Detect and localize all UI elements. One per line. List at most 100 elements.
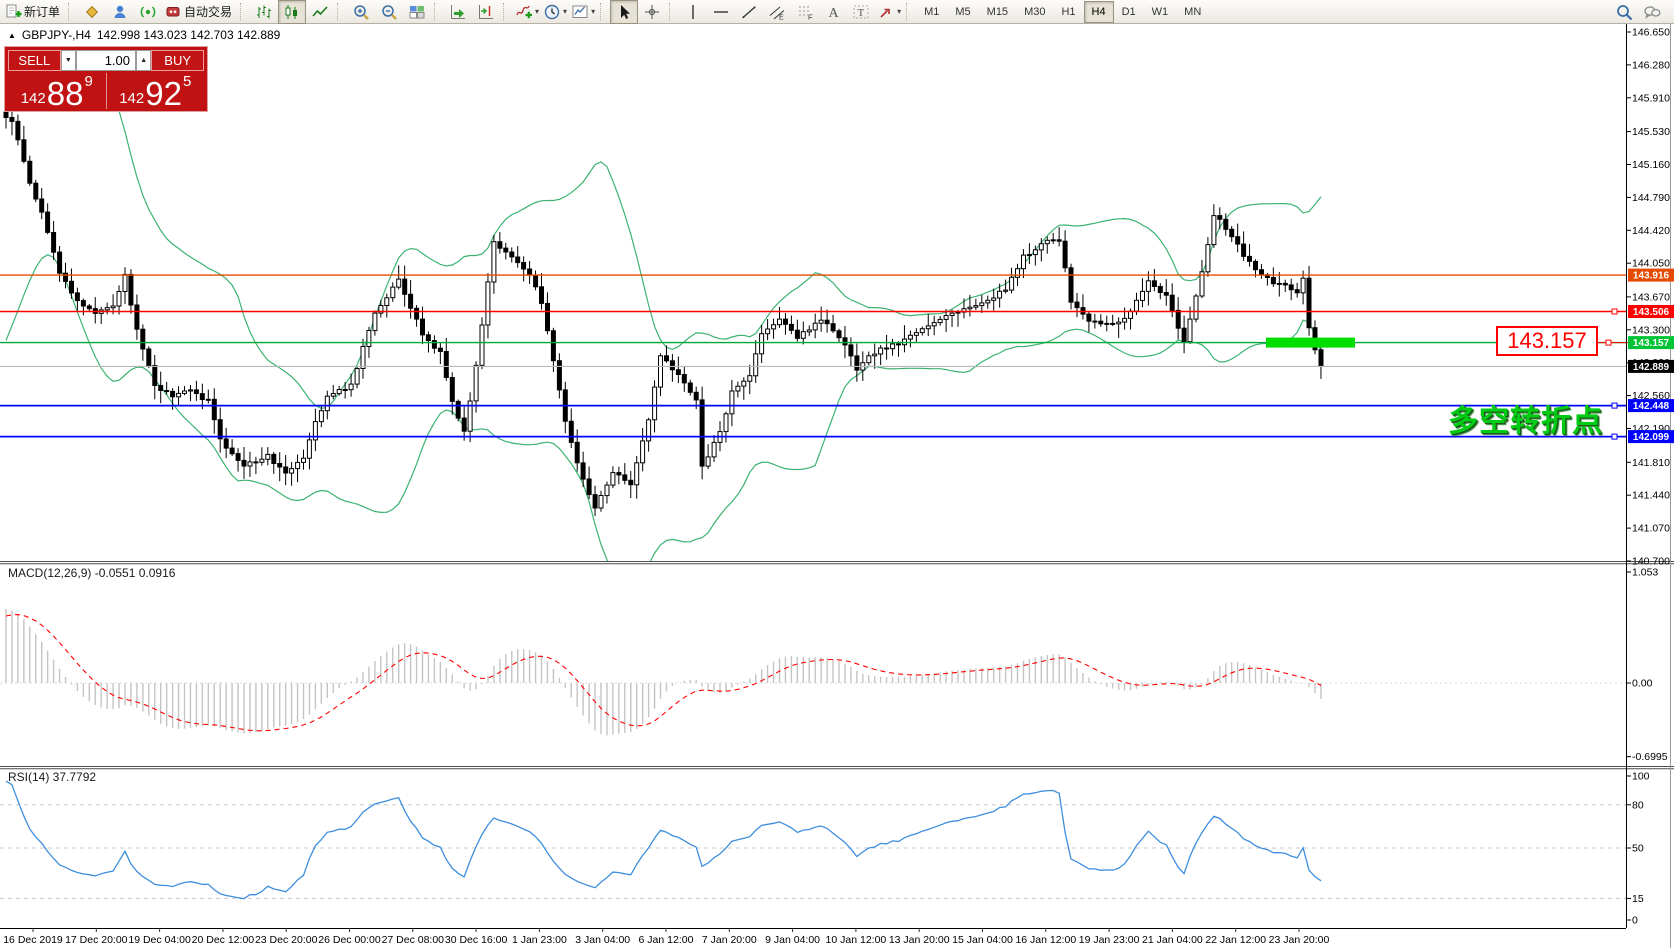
community-button[interactable] bbox=[1638, 0, 1666, 24]
timeframe-M15[interactable]: M15 bbox=[986, 5, 1009, 18]
timeframe-MN[interactable]: MN bbox=[1184, 5, 1202, 18]
buy-button[interactable]: BUY bbox=[151, 50, 204, 71]
buy-price-sup: 5 bbox=[182, 73, 192, 90]
crosshair-icon bbox=[645, 4, 660, 19]
equidistant-channel-button[interactable]: E bbox=[763, 0, 791, 24]
chart-title: ▲ GBPJPY-,H4 142.998 143.023 142.703 142… bbox=[8, 28, 280, 42]
indicators-button[interactable]: ▾ bbox=[513, 0, 541, 24]
toolbar-separator bbox=[503, 2, 510, 21]
svg-text:141.810: 141.810 bbox=[1632, 457, 1670, 469]
svg-text:-0.6995: -0.6995 bbox=[1632, 751, 1668, 763]
svg-text:142.448: 142.448 bbox=[1633, 401, 1670, 412]
timeframe-H4[interactable]: H4 bbox=[1083, 0, 1114, 23]
horizontal-line-button[interactable] bbox=[707, 0, 735, 24]
metaeditor-button[interactable] bbox=[78, 0, 106, 24]
support-rectangle-annotation[interactable] bbox=[1266, 337, 1355, 348]
auto-scroll-button[interactable] bbox=[444, 0, 472, 24]
timeframe-H1[interactable]: H1 bbox=[1061, 5, 1076, 18]
candle-chart-button[interactable] bbox=[278, 0, 307, 24]
candles[interactable] bbox=[3, 107, 1324, 516]
search-button[interactable] bbox=[1610, 0, 1638, 24]
svg-text:144.420: 144.420 bbox=[1632, 225, 1670, 237]
dropdown-arrow-icon[interactable]: ▾ bbox=[591, 7, 596, 16]
timeframe-W1[interactable]: W1 bbox=[1151, 5, 1169, 18]
svg-text:16 Dec 2019: 16 Dec 2019 bbox=[3, 934, 63, 946]
search-icon bbox=[1617, 4, 1633, 20]
timeframe-D1[interactable]: D1 bbox=[1121, 5, 1136, 18]
bar-chart-icon bbox=[257, 5, 272, 18]
svg-text:143.916: 143.916 bbox=[1633, 271, 1670, 282]
bar-chart-button[interactable] bbox=[250, 0, 278, 24]
line-handle[interactable] bbox=[1611, 308, 1618, 315]
dropdown-arrow-icon[interactable]: ▾ bbox=[563, 7, 568, 16]
timeframe-M5[interactable]: M5 bbox=[955, 5, 971, 18]
time-axis[interactable]: 16 Dec 2019 17 Dec 20:00 19 Dec 04:00 20 De… bbox=[3, 928, 1330, 946]
zoom-in-button[interactable] bbox=[347, 0, 375, 24]
new-order-button[interactable]: 新订单 bbox=[2, 0, 65, 24]
svg-text:143.157: 143.157 bbox=[1633, 338, 1670, 349]
text-button[interactable]: A bbox=[819, 0, 847, 24]
text-label-button[interactable]: T bbox=[847, 0, 875, 24]
arrows-icon bbox=[880, 8, 890, 18]
fibonacci-button[interactable]: F bbox=[791, 0, 819, 24]
autotrading-button[interactable]: 自动交易 bbox=[162, 0, 237, 24]
line-handle[interactable] bbox=[1605, 339, 1612, 346]
crosshair-button[interactable] bbox=[638, 0, 666, 24]
trendline-button[interactable] bbox=[735, 0, 763, 24]
svg-text:146.280: 146.280 bbox=[1632, 59, 1670, 71]
svg-text:1 Jan 23:00: 1 Jan 23:00 bbox=[512, 934, 567, 946]
svg-text:23 Jan 20:00: 23 Jan 20:00 bbox=[1269, 934, 1330, 946]
tile-windows-button[interactable] bbox=[403, 0, 431, 24]
arrows-button[interactable]: ▾ bbox=[875, 0, 903, 24]
price-tag-143.916 bbox=[1628, 268, 1674, 282]
templates-button[interactable]: ▾ bbox=[569, 0, 597, 24]
chart-shift-button[interactable] bbox=[472, 0, 500, 24]
chat-button[interactable] bbox=[106, 0, 134, 24]
svg-text:142.889: 142.889 bbox=[1633, 362, 1670, 373]
chart-shift-icon bbox=[479, 4, 494, 19]
volume-increase-button[interactable]: ▲ bbox=[136, 50, 152, 71]
new-order-button-label: 新订单 bbox=[24, 5, 61, 19]
timeframe-M1[interactable]: M1 bbox=[924, 5, 940, 18]
collapse-arrow-icon[interactable]: ▲ bbox=[8, 30, 16, 40]
buy-price-display[interactable]: 142 92 5 bbox=[105, 73, 205, 110]
line-chart-button[interactable] bbox=[306, 0, 334, 24]
price-tag-143.506 bbox=[1628, 305, 1674, 318]
zoom-out-button[interactable] bbox=[375, 0, 403, 24]
svg-text:100: 100 bbox=[1632, 771, 1650, 783]
zoom-in-icon bbox=[354, 4, 369, 20]
dropdown-arrow-icon[interactable]: ▾ bbox=[897, 7, 902, 16]
turning-point-text[interactable]: 多空转折点 bbox=[1448, 405, 1603, 438]
price-axis[interactable]: 146.650 146.280 145.910 145.530 145.160 144.7… bbox=[1626, 27, 1670, 927]
price-annotation-box[interactable]: 143.157 bbox=[1496, 326, 1598, 356]
volume-input[interactable] bbox=[76, 50, 136, 71]
community-icon bbox=[1644, 5, 1661, 19]
tile-windows-icon bbox=[409, 5, 425, 18]
signals-button[interactable] bbox=[134, 0, 162, 24]
svg-text:21 Jan 04:00: 21 Jan 04:00 bbox=[1142, 934, 1203, 946]
svg-text:145.160: 145.160 bbox=[1632, 159, 1670, 171]
toolbar-separator bbox=[68, 2, 75, 21]
svg-text:0.00: 0.00 bbox=[1632, 678, 1653, 690]
sell-button[interactable]: SELL bbox=[8, 50, 61, 71]
new-order-icon bbox=[6, 4, 22, 17]
line-handle[interactable] bbox=[1611, 433, 1618, 440]
dropdown-arrow-icon[interactable]: ▾ bbox=[535, 7, 540, 16]
chart-canvas[interactable]: 146.650 146.280 145.910 145.530 145.160 144.7… bbox=[0, 24, 1674, 948]
svg-text:26 Dec 00:00: 26 Dec 00:00 bbox=[318, 934, 381, 946]
timeframe-M30[interactable]: M30 bbox=[1024, 5, 1046, 18]
svg-text:10 Jan 12:00: 10 Jan 12:00 bbox=[826, 934, 887, 946]
svg-text:143.670: 143.670 bbox=[1632, 291, 1670, 303]
cursor-button[interactable] bbox=[610, 0, 639, 24]
templates-icon bbox=[572, 5, 588, 18]
svg-text:146.650: 146.650 bbox=[1632, 27, 1670, 39]
svg-text:80: 80 bbox=[1632, 799, 1644, 811]
periods-button[interactable]: ▾ bbox=[541, 0, 569, 24]
vertical-line-button[interactable] bbox=[679, 0, 707, 24]
volume-decrease-button[interactable]: ▼ bbox=[60, 50, 76, 71]
sell-price-display[interactable]: 142 88 9 bbox=[8, 73, 106, 110]
svg-text:1.053: 1.053 bbox=[1632, 567, 1658, 579]
channel-icon: E bbox=[769, 6, 785, 21]
toolbar-separator bbox=[669, 2, 676, 21]
line-handle[interactable] bbox=[1611, 402, 1618, 409]
